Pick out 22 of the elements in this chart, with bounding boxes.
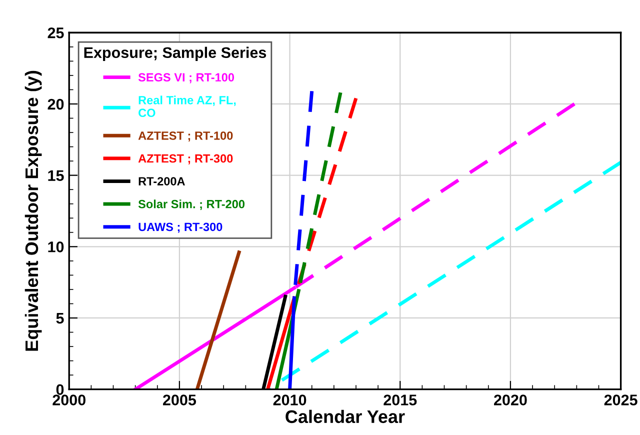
x-tick-label: 2025: [604, 394, 638, 406]
y-tick-label: 10: [48, 242, 64, 252]
y-axis-title: Equivalent Outdoor Exposure (y): [24, 70, 42, 351]
legend-label: AZTEST ; RT-300: [138, 154, 233, 164]
x-axis-title: Calendar Year: [286, 410, 405, 424]
y-tick-label: 20: [48, 98, 64, 110]
legend-label: Solar Sim. ; RT-200: [138, 200, 245, 210]
legend-title: Exposure; Sample Series: [84, 46, 266, 62]
y-tick-label: 25: [48, 27, 64, 38]
x-tick-label: 2005: [162, 394, 196, 406]
x-tick-label: 2020: [494, 394, 527, 406]
legend-label: RT-200A: [138, 177, 185, 186]
x-tick-label: 2015: [384, 394, 417, 406]
legend-label: SEGS VI ; RT-100: [138, 73, 234, 84]
legend-label: AZTEST ; RT-100: [138, 131, 233, 142]
legend-label: UAWS ; RT-300: [138, 222, 222, 233]
y-tick-label: 5: [56, 313, 64, 324]
x-tick-label: 2010: [273, 394, 306, 406]
y-tick-label: 15: [48, 170, 64, 181]
x-tick-label: 2000: [52, 394, 86, 406]
legend-label: Real Time AZ, FL, CO: [138, 96, 236, 118]
y-tick-label: 0: [56, 384, 64, 396]
